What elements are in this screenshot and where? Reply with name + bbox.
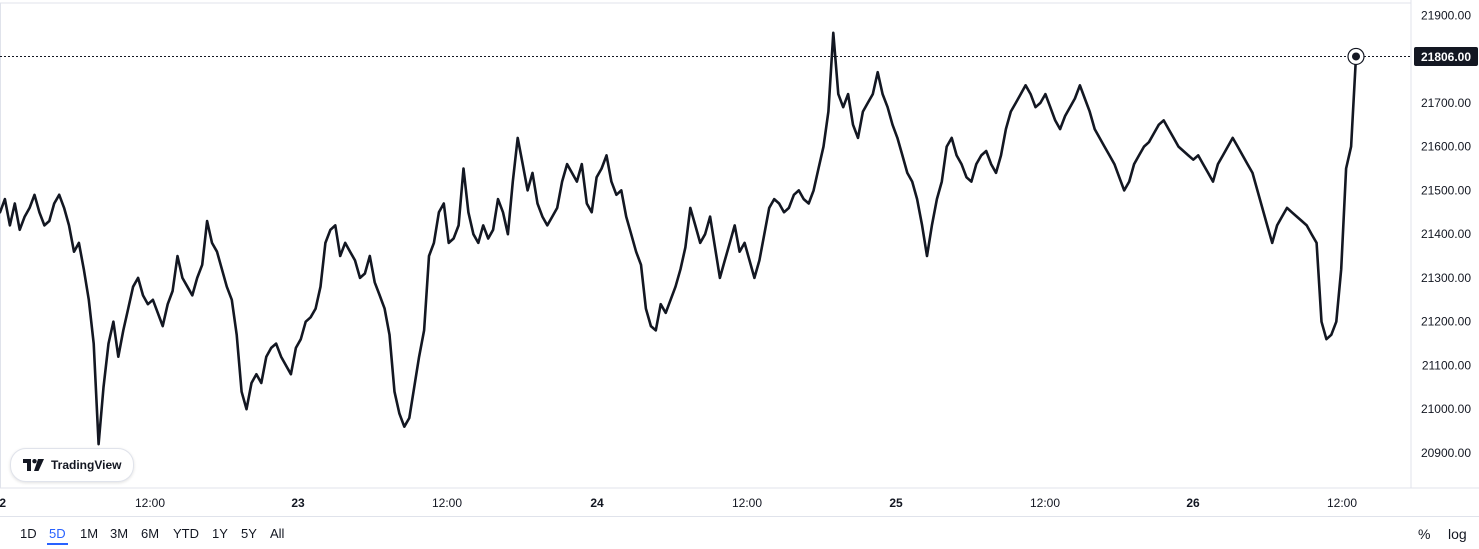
price-tick-label: 21500.00: [1421, 183, 1471, 197]
price-tick-label: 21200.00: [1421, 315, 1471, 329]
time-tick-label: 12:00: [1327, 496, 1357, 510]
time-tick-day-label: 23: [291, 496, 305, 510]
time-tick-day-label: 24: [590, 496, 604, 510]
last-price-marker: [1352, 52, 1360, 61]
range-button-all[interactable]: All: [270, 526, 285, 541]
time-tick-day-label: 26: [1186, 496, 1200, 510]
range-button-ytd[interactable]: YTD: [173, 526, 199, 541]
price-tick-label: 20900.00: [1421, 446, 1471, 460]
range-button-6m[interactable]: 6M: [141, 526, 160, 541]
price-tick-label: 21600.00: [1421, 140, 1471, 154]
price-scale[interactable]: 21900.00 21700.00 21600.00 21500.00 21400.00…: [1421, 8, 1471, 460]
price-tick-label: 21300.00: [1421, 271, 1471, 285]
log-scale-toggle[interactable]: log: [1448, 526, 1467, 542]
time-tick-label: 12:00: [432, 496, 462, 510]
time-scale[interactable]: 2 12:00 23 12:00 24 12:00 25 12:00 26 12:00: [0, 496, 1357, 510]
range-button-1d[interactable]: 1D: [20, 526, 37, 541]
price-line: [0, 31, 1358, 446]
price-tick-label: 21000.00: [1421, 402, 1471, 416]
tradingview-watermark[interactable]: TradingView: [10, 448, 135, 482]
time-tick-label: 12:00: [732, 496, 762, 510]
price-tick-label: 21700.00: [1421, 96, 1471, 110]
time-tick-day-label: 25: [889, 496, 903, 510]
price-tick-label: 21400.00: [1421, 227, 1471, 241]
range-button-1m[interactable]: 1M: [80, 526, 99, 541]
tradingview-logo-icon: [23, 459, 44, 471]
percent-scale-toggle[interactable]: %: [1418, 526, 1431, 542]
time-tick-label: 12:00: [135, 496, 165, 510]
watermark-text: TradingView: [51, 458, 122, 472]
bottom-toolbar: 1D 5D 1M 3M 6M YTD 1Y 5Y All % log: [0, 516, 1479, 549]
range-button-5y[interactable]: 5Y: [241, 526, 257, 541]
price-tick-label: 21900.00: [1421, 8, 1471, 22]
price-tick-label: 21100.00: [1422, 358, 1471, 372]
time-tick-label: 12:00: [1030, 496, 1060, 510]
chart-area[interactable]: 21900.00 21700.00 21600.00 21500.00 21400.00…: [0, 0, 1479, 515]
last-price-label: 21806.00: [1414, 46, 1478, 66]
range-button-3m[interactable]: 3M: [110, 526, 129, 541]
range-button-5d[interactable]: 5D: [47, 525, 68, 545]
range-button-1y[interactable]: 1Y: [212, 526, 228, 541]
last-price-label-text: 21806.00: [1421, 50, 1471, 64]
time-tick-day-label: 2: [0, 496, 6, 510]
